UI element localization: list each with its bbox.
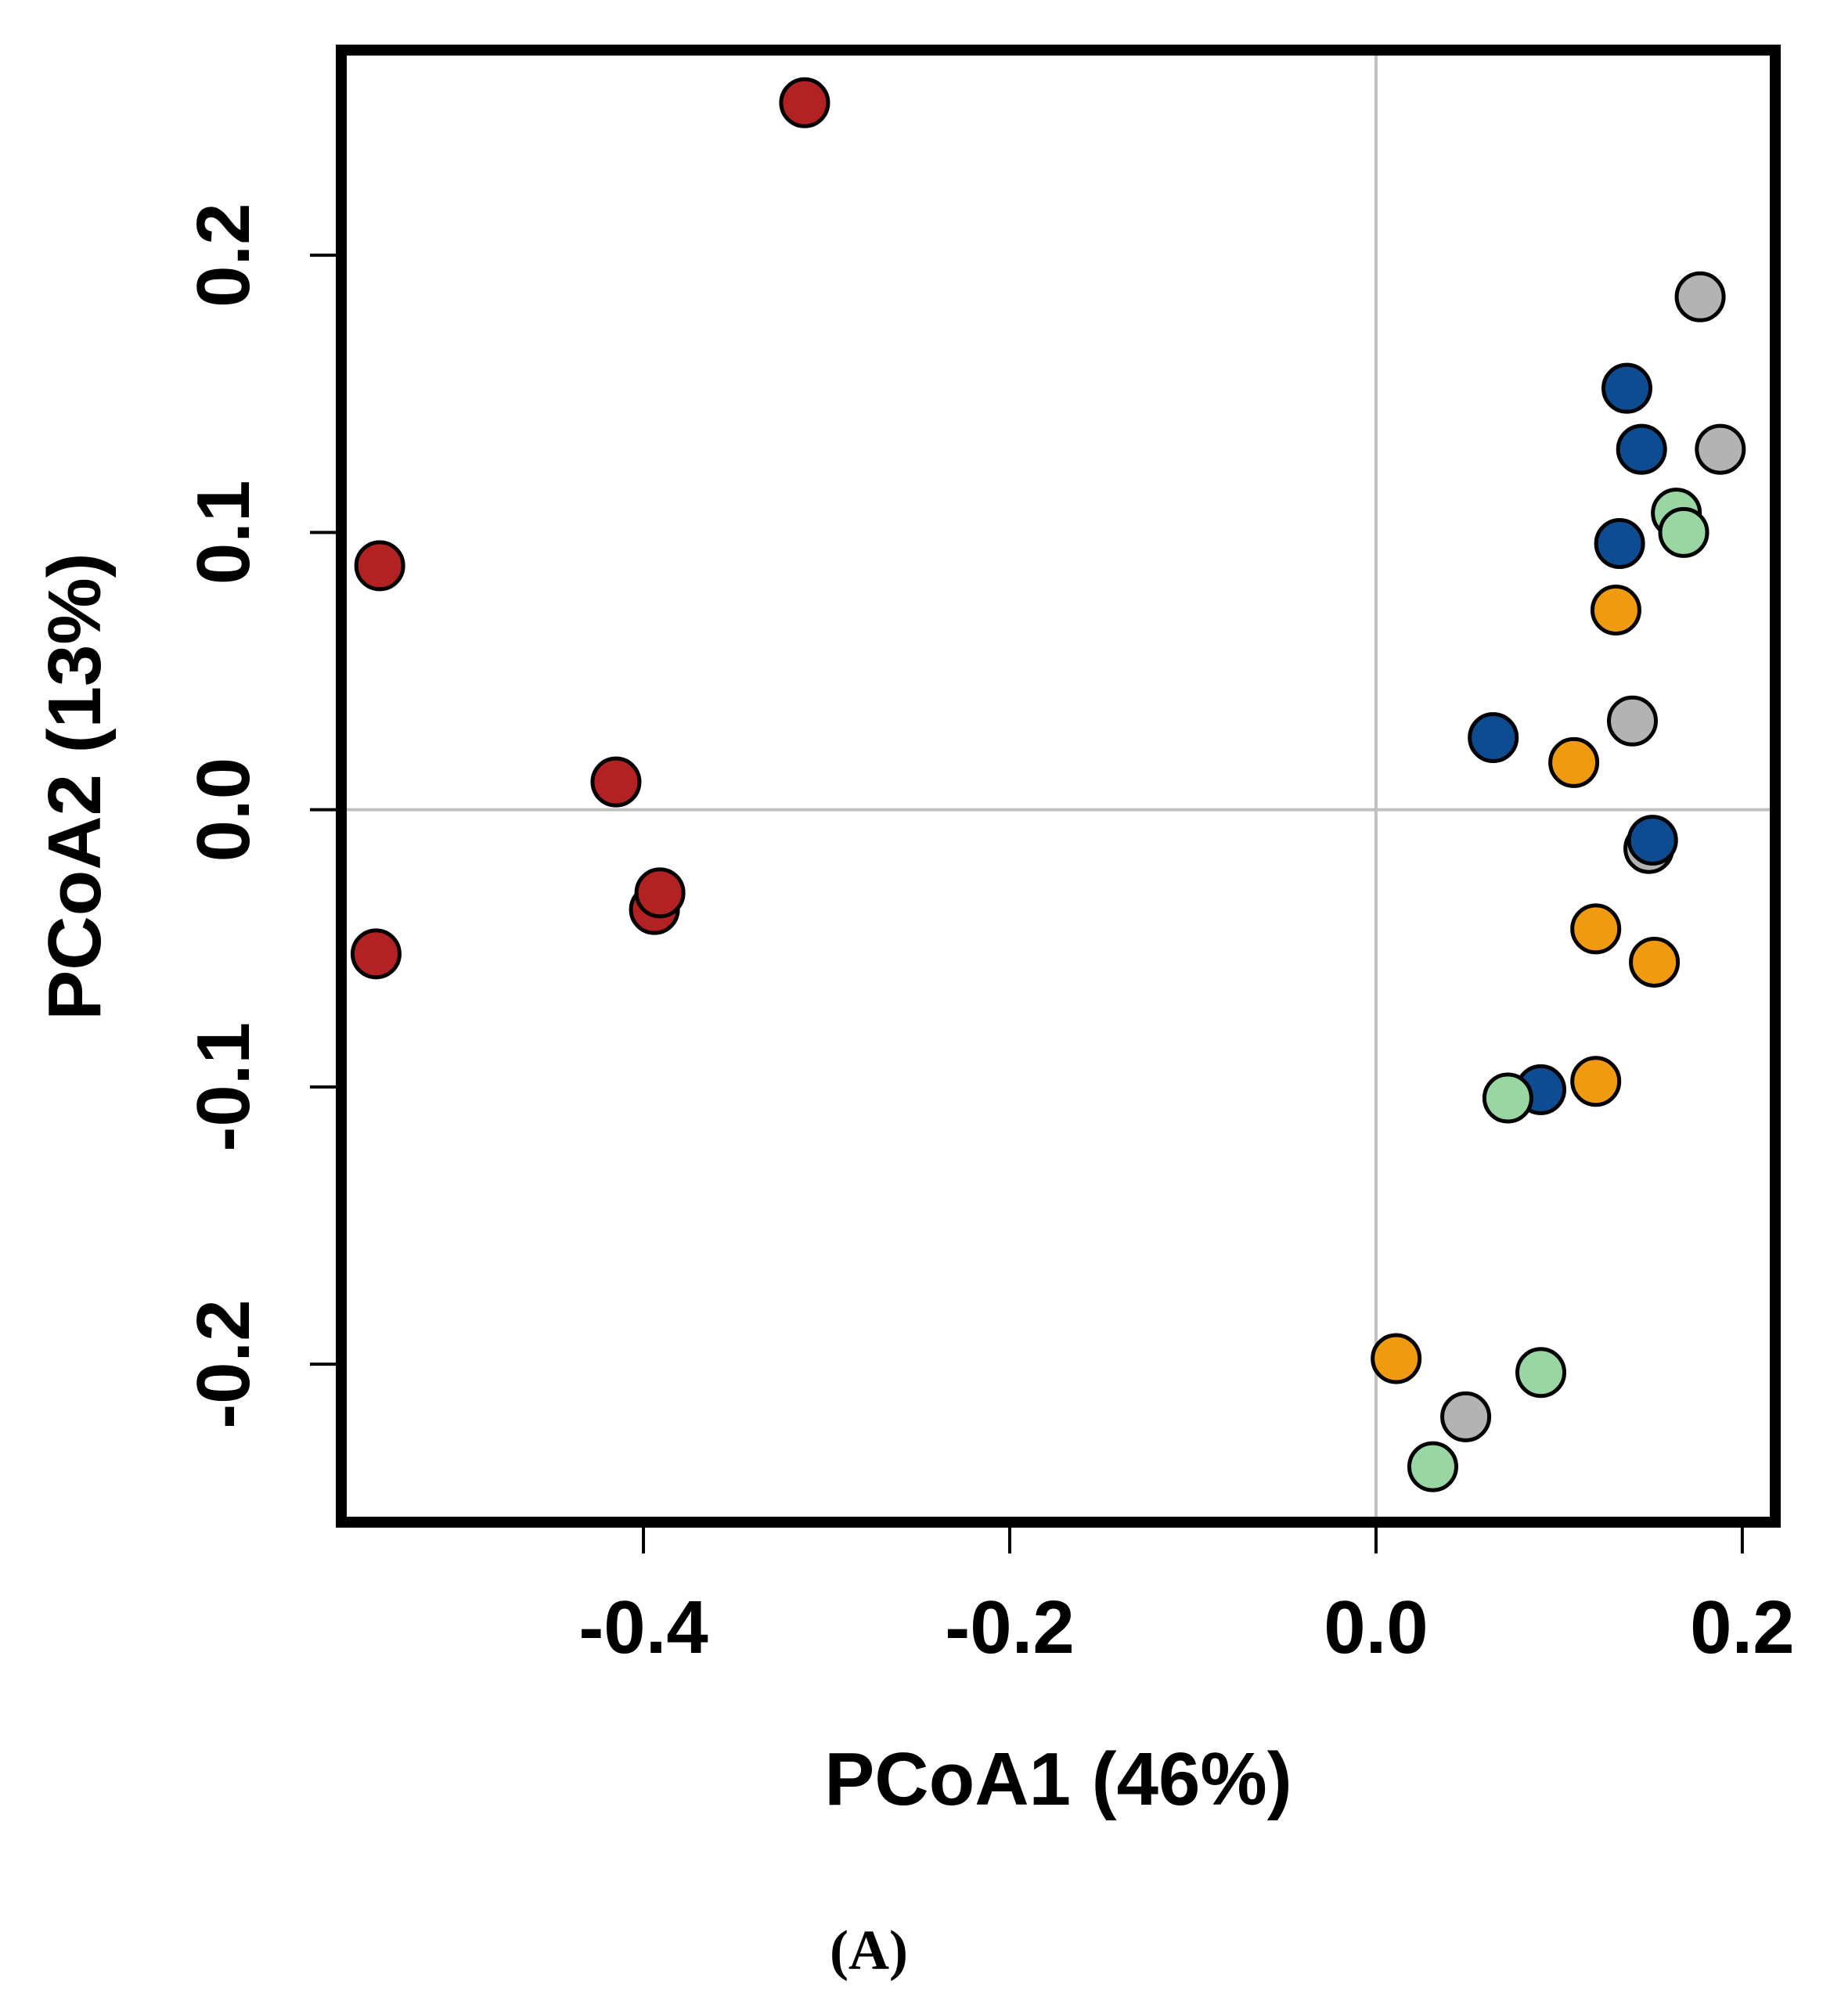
series-light-green <box>1407 488 1710 1492</box>
y-tick-label: 0.0 <box>182 758 265 862</box>
data-point <box>1601 362 1652 414</box>
y-axis-label: PCoA2 (13%) <box>33 553 117 1020</box>
data-point <box>1570 1056 1622 1107</box>
data-point <box>1674 271 1726 322</box>
data-point <box>1658 506 1710 558</box>
x-tick-label: 0.0 <box>1324 1586 1428 1669</box>
reference-lines <box>341 50 1775 1522</box>
x-tick-label: -0.4 <box>578 1586 708 1669</box>
plot-frame <box>336 45 1781 1528</box>
data-point <box>634 867 686 919</box>
data-point <box>1590 585 1641 636</box>
data-point <box>1548 736 1600 788</box>
scatter-points <box>350 77 1746 1492</box>
x-axis-label: PCoA1 (46%) <box>824 1737 1292 1821</box>
data-point <box>1594 518 1645 570</box>
data-point <box>779 77 830 128</box>
data-point <box>1627 815 1678 866</box>
data-point <box>1616 423 1667 475</box>
series-red <box>350 77 830 980</box>
data-point <box>1482 1072 1533 1124</box>
data-point <box>1407 1441 1458 1492</box>
y-tick-label: 0.1 <box>182 481 265 585</box>
data-point <box>1570 903 1622 955</box>
x-tick-label: -0.2 <box>945 1586 1074 1669</box>
x-axis-ticks: -0.4 -0.2 0.0 0.2 <box>578 1522 1795 1669</box>
y-tick-label: -0.2 <box>182 1299 265 1428</box>
y-tick-label: -0.1 <box>182 1022 265 1151</box>
y-tick-label: 0.2 <box>182 203 265 307</box>
data-point <box>1695 423 1746 475</box>
series-orange <box>1371 585 1681 1384</box>
panel-label: (A) <box>830 1919 908 1982</box>
data-point <box>590 756 642 808</box>
data-point <box>354 540 405 592</box>
data-point <box>1468 712 1519 764</box>
y-axis-ticks: -0.2 -0.1 0.0 0.1 0.2 <box>182 203 341 1429</box>
series-blue <box>1468 362 1678 1115</box>
data-point <box>1515 1347 1567 1399</box>
data-point <box>1371 1333 1422 1384</box>
data-point <box>1440 1391 1492 1442</box>
data-point <box>1607 695 1659 747</box>
x-tick-label: 0.2 <box>1690 1586 1794 1669</box>
data-point <box>1629 936 1681 988</box>
data-point <box>350 928 402 980</box>
series-gray <box>1440 271 1746 1442</box>
